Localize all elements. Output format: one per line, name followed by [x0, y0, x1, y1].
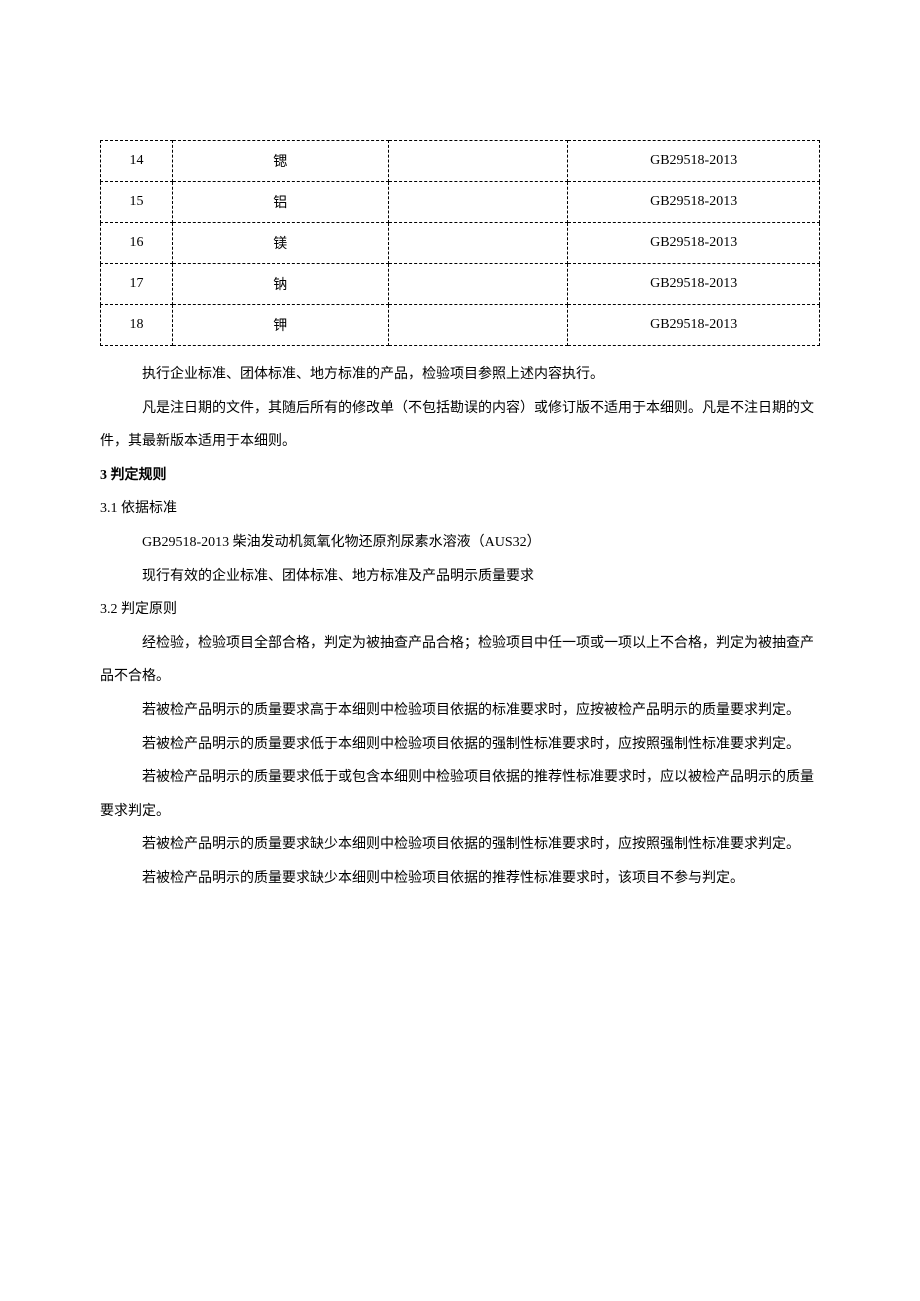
item-name: 钠 [172, 264, 388, 305]
row-number: 17 [101, 264, 173, 305]
empty-cell [388, 305, 568, 346]
paragraph: 现行有效的企业标准、团体标准、地方标准及产品明示质量要求 [100, 560, 820, 594]
row-number: 16 [101, 223, 173, 264]
paragraph: GB29518-2013 柴油发动机氮氧化物还原剂尿素水溶液（AUS32） [100, 526, 820, 560]
standard-code: GB29518-2013 [568, 141, 820, 182]
empty-cell [388, 223, 568, 264]
row-number: 18 [101, 305, 173, 346]
empty-cell [388, 264, 568, 305]
row-number: 14 [101, 141, 173, 182]
standard-code: GB29518-2013 [568, 182, 820, 223]
sub-heading: 3.1 依据标准 [100, 492, 820, 526]
paragraph: 若被检产品明示的质量要求缺少本细则中检验项目依据的强制性标准要求时，应按照强制性… [100, 828, 820, 862]
table-row: 16 镁 GB29518-2013 [101, 223, 820, 264]
standard-code: GB29518-2013 [568, 305, 820, 346]
item-name: 锶 [172, 141, 388, 182]
standard-code: GB29518-2013 [568, 264, 820, 305]
sub-heading: 3.2 判定原则 [100, 593, 820, 627]
paragraph: 若被检产品明示的质量要求低于本细则中检验项目依据的强制性标准要求时，应按照强制性… [100, 728, 820, 762]
table-row: 18 钾 GB29518-2013 [101, 305, 820, 346]
item-name: 镁 [172, 223, 388, 264]
table-row: 15 铝 GB29518-2013 [101, 182, 820, 223]
item-name: 铝 [172, 182, 388, 223]
paragraph: 凡是注日期的文件，其随后所有的修改单（不包括勘误的内容）或修订版不适用于本细则。… [100, 392, 820, 459]
paragraph: 若被检产品明示的质量要求高于本细则中检验项目依据的标准要求时，应按被检产品明示的… [100, 694, 820, 728]
paragraph: 执行企业标准、团体标准、地方标准的产品，检验项目参照上述内容执行。 [100, 358, 820, 392]
paragraph: 若被检产品明示的质量要求缺少本细则中检验项目依据的推荐性标准要求时，该项目不参与… [100, 862, 820, 896]
standards-table: 14 锶 GB29518-2013 15 铝 GB29518-2013 16 镁… [100, 140, 820, 346]
table-row: 14 锶 GB29518-2013 [101, 141, 820, 182]
paragraph: 经检验，检验项目全部合格，判定为被抽查产品合格；检验项目中任一项或一项以上不合格… [100, 627, 820, 694]
standard-code: GB29518-2013 [568, 223, 820, 264]
section-heading: 3 判定规则 [100, 459, 820, 493]
row-number: 15 [101, 182, 173, 223]
empty-cell [388, 182, 568, 223]
empty-cell [388, 141, 568, 182]
table-row: 17 钠 GB29518-2013 [101, 264, 820, 305]
item-name: 钾 [172, 305, 388, 346]
paragraph: 若被检产品明示的质量要求低于或包含本细则中检验项目依据的推荐性标准要求时，应以被… [100, 761, 820, 828]
